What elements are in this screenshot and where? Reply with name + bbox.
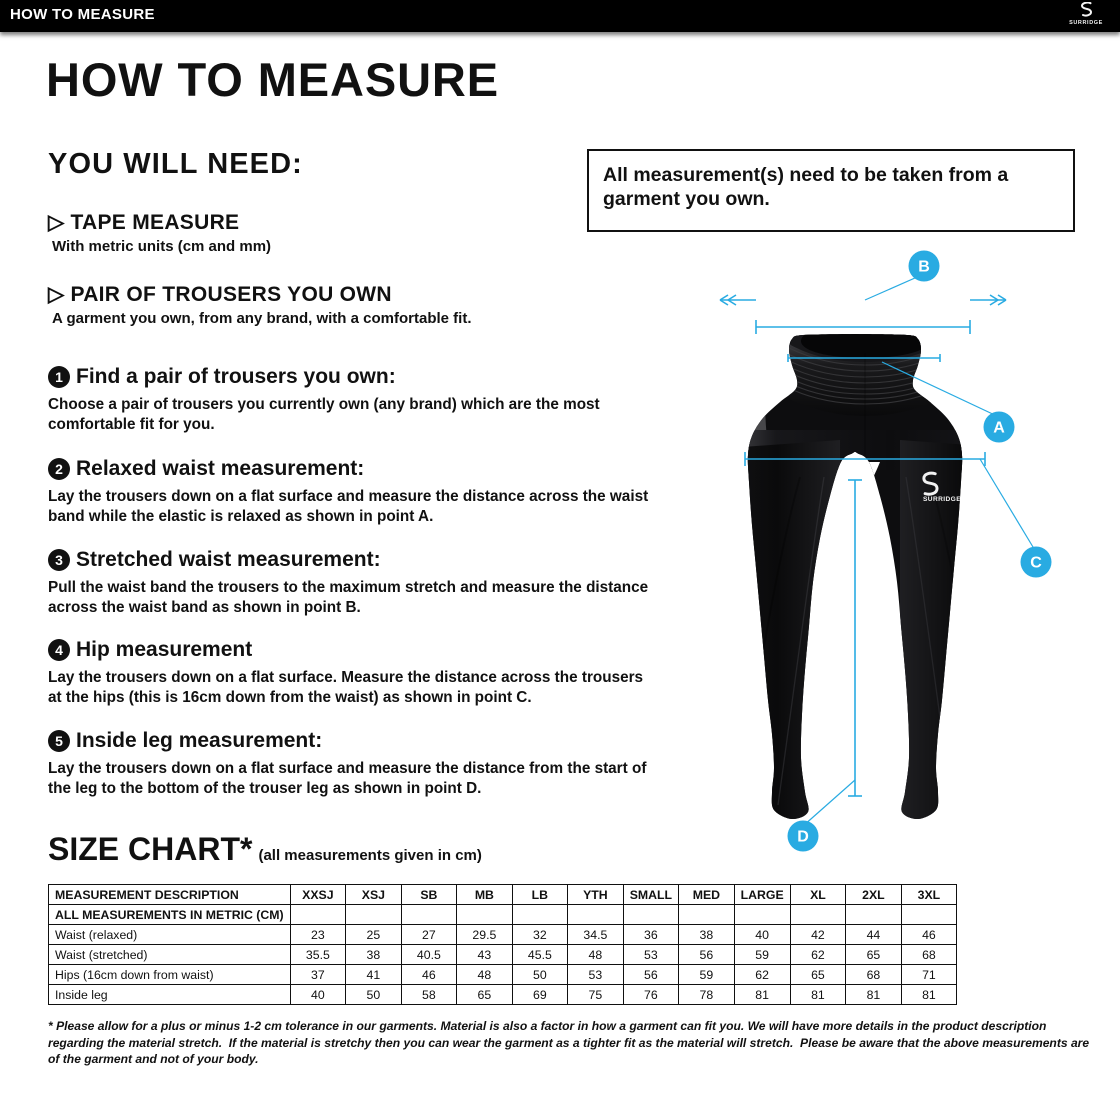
svg-text:B: B xyxy=(918,259,930,276)
svg-text:D: D xyxy=(797,829,809,846)
svg-text:A: A xyxy=(993,420,1005,437)
svg-text:SURRIDGE: SURRIDGE xyxy=(923,496,961,503)
svg-text:C: C xyxy=(1030,555,1042,572)
